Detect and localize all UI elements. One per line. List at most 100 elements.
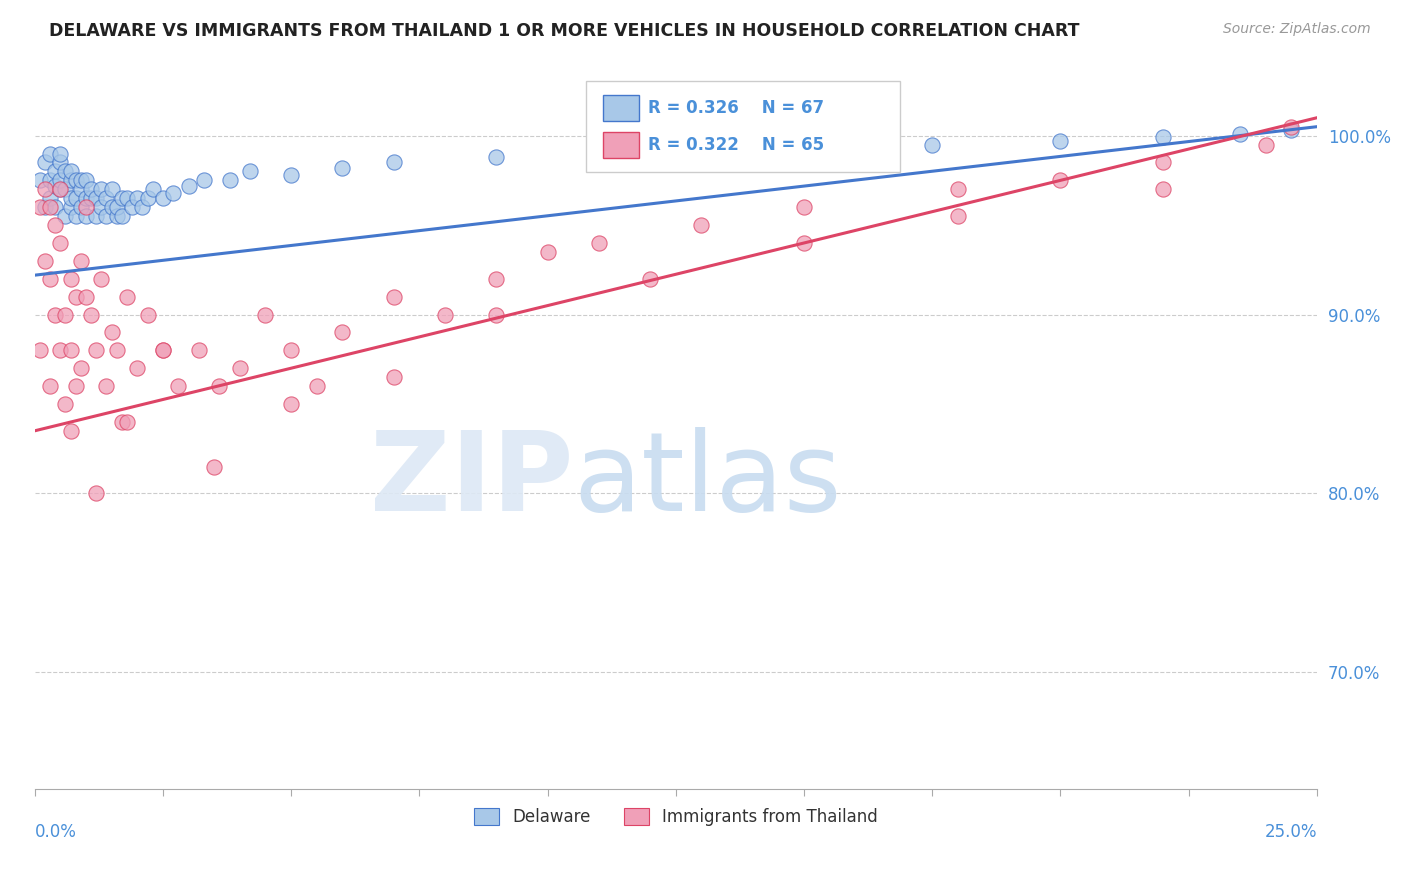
Point xyxy=(65,379,87,393)
Point xyxy=(44,164,66,178)
Text: atlas: atlas xyxy=(574,427,842,534)
Point xyxy=(49,182,72,196)
Point xyxy=(177,178,200,193)
Point xyxy=(105,343,128,358)
Point xyxy=(254,308,277,322)
Point xyxy=(136,191,159,205)
Point xyxy=(187,343,209,358)
Point xyxy=(167,379,190,393)
Point xyxy=(193,173,215,187)
Point xyxy=(280,397,302,411)
Point xyxy=(39,173,62,187)
Point xyxy=(793,200,815,214)
Point xyxy=(280,168,302,182)
Point xyxy=(946,182,969,196)
Point xyxy=(1049,134,1071,148)
Bar xyxy=(603,95,638,121)
Point xyxy=(65,173,87,187)
Point xyxy=(638,272,661,286)
Point xyxy=(136,308,159,322)
Point xyxy=(588,146,610,161)
Point xyxy=(44,200,66,214)
Point xyxy=(588,235,610,250)
Point xyxy=(59,343,82,358)
Point xyxy=(208,379,231,393)
Point xyxy=(55,308,77,322)
Point xyxy=(55,164,77,178)
Point xyxy=(485,150,508,164)
Point xyxy=(115,290,138,304)
Text: R = 0.326    N = 67: R = 0.326 N = 67 xyxy=(648,99,824,117)
Point xyxy=(162,186,184,200)
Point xyxy=(39,191,62,205)
Point xyxy=(485,308,508,322)
Point xyxy=(1279,120,1302,134)
Point xyxy=(84,209,107,223)
Point xyxy=(70,253,93,268)
Point xyxy=(39,146,62,161)
Point xyxy=(111,415,134,429)
Point xyxy=(75,191,97,205)
Point xyxy=(111,191,134,205)
Bar xyxy=(603,132,638,158)
Point xyxy=(239,164,262,178)
Point xyxy=(90,200,112,214)
Point xyxy=(96,379,118,393)
Point xyxy=(1049,173,1071,187)
Point xyxy=(44,218,66,232)
Point xyxy=(536,244,558,259)
Point xyxy=(70,173,93,187)
Point xyxy=(100,200,122,214)
Point xyxy=(59,164,82,178)
Point xyxy=(55,397,77,411)
Point xyxy=(59,200,82,214)
Point xyxy=(49,146,72,161)
Point xyxy=(90,272,112,286)
Point xyxy=(142,182,165,196)
Text: DELAWARE VS IMMIGRANTS FROM THAILAND 1 OR MORE VEHICLES IN HOUSEHOLD CORRELATION: DELAWARE VS IMMIGRANTS FROM THAILAND 1 O… xyxy=(49,22,1080,40)
Point xyxy=(39,200,62,214)
Point xyxy=(1229,127,1251,141)
Point xyxy=(921,137,943,152)
Point xyxy=(80,308,103,322)
Point xyxy=(96,191,118,205)
Point xyxy=(1254,137,1277,152)
Point xyxy=(1152,155,1174,169)
Point xyxy=(70,200,93,214)
Point xyxy=(105,209,128,223)
Point xyxy=(202,459,225,474)
Point xyxy=(65,209,87,223)
Point xyxy=(65,191,87,205)
Point xyxy=(793,235,815,250)
Point xyxy=(218,173,240,187)
Point xyxy=(80,191,103,205)
Point xyxy=(34,182,56,196)
Text: 0.0%: 0.0% xyxy=(35,823,76,841)
Point xyxy=(49,235,72,250)
Point xyxy=(690,218,713,232)
Text: Source: ZipAtlas.com: Source: ZipAtlas.com xyxy=(1223,22,1371,37)
Point xyxy=(34,155,56,169)
Point xyxy=(28,343,51,358)
Point xyxy=(49,182,72,196)
Point xyxy=(382,155,405,169)
Point xyxy=(49,173,72,187)
Point xyxy=(280,343,302,358)
Point xyxy=(39,272,62,286)
Point xyxy=(75,209,97,223)
Point xyxy=(49,155,72,169)
Point xyxy=(96,209,118,223)
Point xyxy=(44,178,66,193)
Point xyxy=(131,200,153,214)
Point xyxy=(229,361,252,376)
Point xyxy=(946,209,969,223)
Point xyxy=(115,191,138,205)
Point xyxy=(152,343,174,358)
Point xyxy=(39,379,62,393)
Point xyxy=(382,290,405,304)
Point xyxy=(100,326,122,340)
Point xyxy=(65,290,87,304)
Point xyxy=(382,370,405,384)
Point xyxy=(1152,182,1174,196)
Point xyxy=(332,326,354,340)
